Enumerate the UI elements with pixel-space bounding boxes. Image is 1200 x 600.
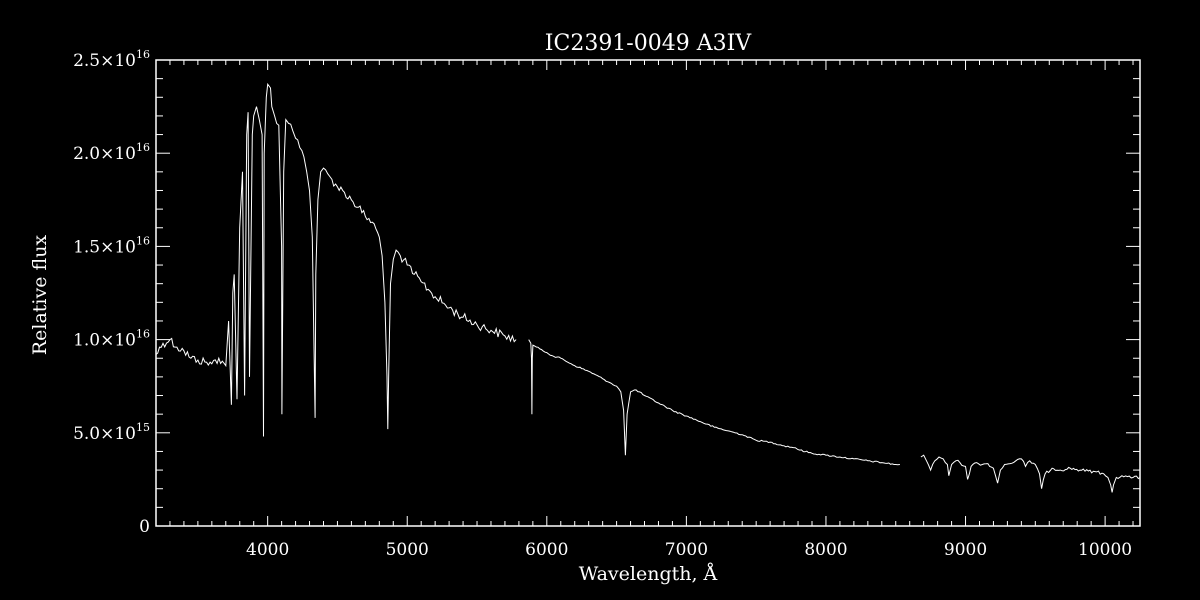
spectrum-line-segment-1 bbox=[155, 82, 517, 437]
spectrum-line-segment-3 bbox=[920, 454, 1141, 493]
spectrum-line-segment-2 bbox=[528, 339, 900, 466]
x-tick-label: 6000 bbox=[525, 540, 568, 560]
y-axis-label: Relative flux bbox=[29, 235, 51, 356]
y-tick-label: 2.0×1016 bbox=[73, 141, 150, 164]
x-tick-label: 7000 bbox=[665, 540, 708, 560]
x-tick-label: 10000 bbox=[1078, 540, 1132, 560]
y-tick-label: 1.5×1016 bbox=[73, 234, 150, 257]
y-tick-label: 5.0×1015 bbox=[73, 421, 150, 444]
spectrum-series bbox=[155, 82, 1141, 493]
x-axis-label: Wavelength, Å bbox=[579, 563, 718, 585]
chart-title: IC2391-0049 A3IV bbox=[545, 31, 753, 56]
x-tick-label: 5000 bbox=[386, 540, 429, 560]
x-tick-label: 9000 bbox=[944, 540, 987, 560]
x-tick-label: 4000 bbox=[246, 540, 289, 560]
y-tick-label: 1.0×1016 bbox=[73, 328, 150, 351]
y-tick-label: 2.5×1016 bbox=[73, 48, 150, 71]
plot-frame bbox=[155, 59, 1141, 527]
y-tick-label: 0 bbox=[139, 517, 150, 537]
x-tick-label: 8000 bbox=[804, 540, 847, 560]
axis-ticks: 4000 5000 6000 7000 8000 9000 10000 0 5.0×1015 1.… bbox=[73, 48, 1140, 560]
